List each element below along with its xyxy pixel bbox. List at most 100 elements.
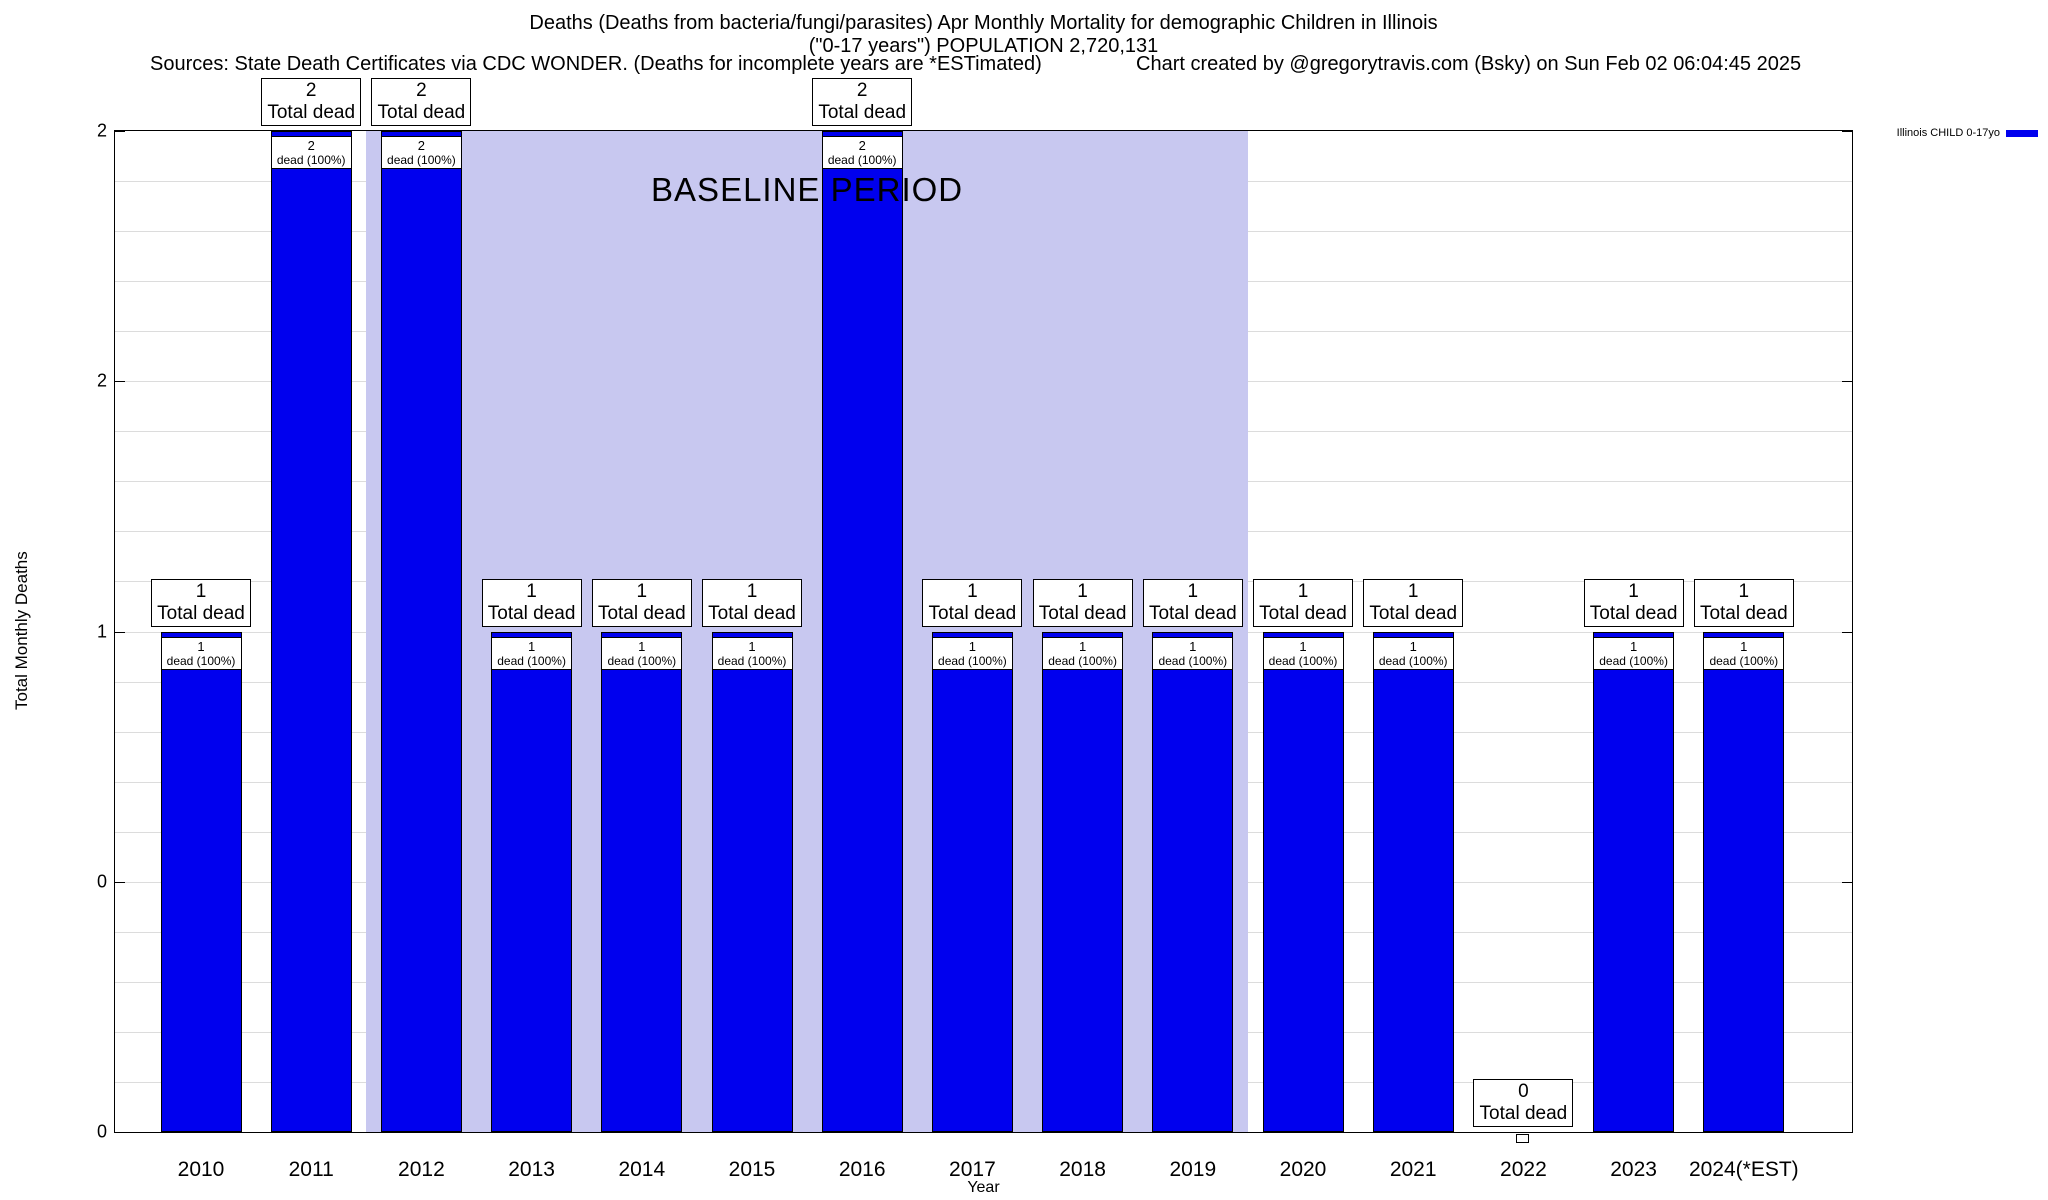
- dead-pct-box-2021: 1 dead (100%): [1372, 636, 1454, 670]
- total-dead-box-2019: 1 Total dead: [1142, 578, 1243, 627]
- x-tick-label-2018: 2018: [1059, 1158, 1106, 1181]
- total-dead-text: Total dead: [487, 602, 576, 624]
- x-tick-label-2022: 2022: [1500, 1158, 1547, 1181]
- dead-pct-count: 2: [417, 138, 425, 153]
- dead-pct-box-2015: 1 dead (100%): [711, 636, 793, 670]
- total-dead-text: Total dead: [1148, 602, 1237, 624]
- x-tick-label-2024(*EST): 2024(*EST): [1688, 1158, 1799, 1181]
- dead-pct-count: 1: [1629, 638, 1638, 654]
- dead-pct-box-2014: 1 dead (100%): [601, 636, 683, 670]
- credit-text: Chart created by @gregorytravis.com (Bsk…: [1136, 53, 1802, 75]
- y-tick-label: 1: [96, 621, 107, 641]
- total-dead-box-2020: 1 Total dead: [1253, 578, 1353, 627]
- x-tick-label-2011: 2011: [288, 1158, 334, 1181]
- total-dead-text: Total dead: [1699, 602, 1788, 624]
- dead-pct-box-2017: 1 dead (100%): [931, 636, 1013, 670]
- x-tick-label-2013: 2013: [508, 1158, 555, 1181]
- dead-pct-text: dead (100%): [387, 153, 456, 167]
- x-tick-label-2017: 2017: [949, 1158, 996, 1181]
- total-dead-text: Total dead: [1479, 1103, 1568, 1124]
- x-tick-label-2020: 2020: [1279, 1158, 1327, 1181]
- total-dead-box-2010: 1 Total dead: [151, 578, 251, 627]
- dead-pct-box-2018: 1 dead (100%): [1042, 636, 1124, 670]
- dead-pct-text: dead (100%): [607, 653, 677, 668]
- total-dead-text: Total dead: [157, 602, 245, 624]
- total-dead-box-2024(*EST): 1 Total dead: [1693, 578, 1794, 627]
- bar-2013: [491, 631, 573, 1132]
- total-dead-count: 1: [1407, 580, 1419, 602]
- dead-pct-text: dead (100%): [1048, 653, 1117, 668]
- y-axis-title: Total Monthly Deaths: [12, 551, 31, 710]
- x-tick-label-2014: 2014: [618, 1158, 666, 1181]
- y-tick-mark: [115, 131, 125, 132]
- dead-pct-count: 1: [968, 638, 976, 654]
- bar-2016: [821, 131, 903, 1132]
- total-dead-box-2016: 2 Total dead: [812, 78, 913, 126]
- dead-pct-text: dead (100%): [497, 653, 566, 668]
- total-dead-text: Total dead: [818, 102, 907, 123]
- x-tick-label-2012: 2012: [398, 1158, 445, 1181]
- dead-pct-text: dead (100%): [276, 153, 346, 167]
- total-dead-box-2011: 2 Total dead: [261, 78, 362, 126]
- y-tick-label: 2: [96, 120, 107, 141]
- y-tick-mark: [1842, 131, 1852, 132]
- total-dead-box-2023: 1 Total dead: [1583, 578, 1684, 627]
- bar-2011: [270, 131, 352, 1132]
- y-tick-label: 0: [96, 1121, 107, 1142]
- y-tick-label: 0: [96, 871, 107, 892]
- total-dead-count: 1: [746, 580, 758, 602]
- legend: Illinois CHILD 0-17yo: [1897, 127, 2038, 139]
- dead-pct-box-2024(*EST): 1 dead (100%): [1703, 636, 1785, 670]
- dead-pct-count: 1: [1078, 638, 1087, 654]
- dead-pct-box-2019: 1 dead (100%): [1152, 636, 1234, 670]
- dead-pct-box-2013: 1 dead (100%): [491, 636, 573, 670]
- dead-pct-text: dead (100%): [1709, 653, 1779, 668]
- dead-pct-count: 1: [1189, 638, 1197, 654]
- dead-pct-box-2020: 1 dead (100%): [1262, 636, 1344, 670]
- total-dead-box-2017: 1 Total dead: [922, 578, 1023, 627]
- total-dead-count: 1: [1297, 580, 1309, 602]
- chart-title: Deaths (Deaths from bacteria/fungi/paras…: [529, 12, 1438, 34]
- y-tick-mark: [115, 631, 125, 633]
- bar-2019: [1152, 631, 1234, 1132]
- x-tick-label-2019: 2019: [1169, 1158, 1217, 1181]
- total-dead-count: 1: [195, 580, 207, 602]
- total-dead-text: Total dead: [1369, 602, 1458, 624]
- dead-pct-count: 1: [748, 638, 756, 654]
- x-tick-label-2015: 2015: [728, 1158, 776, 1181]
- dead-pct-count: 2: [858, 138, 866, 153]
- bar-2017: [931, 631, 1013, 1132]
- dead-pct-count: 1: [527, 638, 536, 654]
- y-tick-mark: [115, 381, 125, 383]
- total-dead-count: 1: [1187, 580, 1199, 602]
- y-tick-mark: [1842, 881, 1852, 883]
- dead-pct-count: 1: [1299, 638, 1307, 654]
- bar-2010: [160, 631, 242, 1132]
- dead-pct-text: dead (100%): [938, 653, 1007, 668]
- total-dead-text: Total dead: [928, 602, 1017, 624]
- total-dead-box-2021: 1 Total dead: [1363, 578, 1464, 627]
- dead-pct-box-2011: 2 dead (100%): [270, 136, 352, 169]
- x-axis-title: Year: [967, 1179, 1000, 1196]
- total-dead-text: Total dead: [267, 102, 356, 123]
- dead-pct-box-2012: 2 dead (100%): [380, 136, 462, 169]
- total-dead-text: Total dead: [377, 102, 466, 123]
- bar-2012: [380, 131, 462, 1132]
- total-dead-count: 1: [636, 580, 648, 602]
- total-dead-box-2013: 1 Total dead: [481, 578, 582, 627]
- y-tick-mark: [115, 1132, 125, 1133]
- x-tick-label-2016: 2016: [838, 1158, 886, 1181]
- bar-2024(*EST): [1703, 631, 1785, 1132]
- total-dead-text: Total dead: [708, 602, 796, 624]
- legend-swatch: [2006, 129, 2038, 137]
- bar-2018: [1042, 631, 1124, 1132]
- dead-pct-box-2010: 1 dead (100%): [160, 636, 242, 670]
- bar-2020: [1262, 631, 1344, 1132]
- y-tick-mark: [1842, 381, 1852, 383]
- dead-pct-box-2023: 1 dead (100%): [1593, 636, 1675, 670]
- total-dead-text: Total dead: [1038, 602, 1127, 624]
- total-dead-count: 1: [1628, 580, 1639, 602]
- bar-2021: [1372, 631, 1454, 1132]
- total-dead-count: 2: [856, 80, 868, 101]
- dead-pct-count: 1: [197, 638, 205, 654]
